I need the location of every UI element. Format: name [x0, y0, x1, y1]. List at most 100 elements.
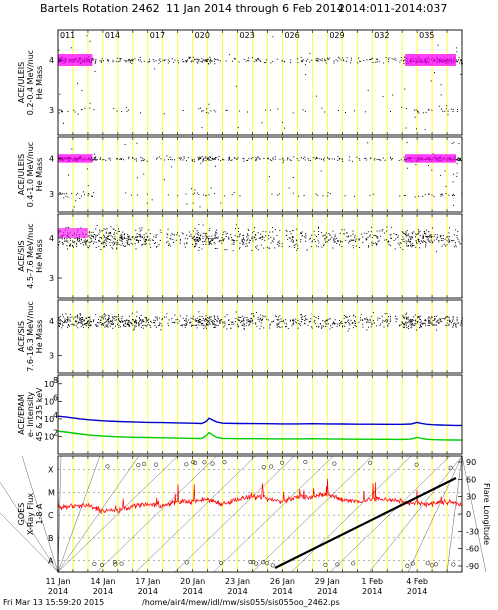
- scatter-point: [270, 323, 271, 325]
- scatter-point: [422, 237, 424, 239]
- scatter-point: [103, 318, 105, 320]
- scatter-point: [333, 237, 335, 239]
- scatter-point: [249, 322, 251, 324]
- scatter-point: [350, 57, 352, 59]
- scatter-point: [441, 317, 443, 319]
- scatter-point: [201, 323, 203, 325]
- scatter-point: [107, 326, 109, 328]
- scatter-point: [128, 157, 130, 159]
- scatter-point: [78, 317, 80, 319]
- scatter-point: [427, 321, 429, 323]
- scatter-point: [437, 319, 439, 321]
- scatter-point: [445, 185, 447, 187]
- scatter-point: [67, 248, 68, 250]
- scatter-point: [179, 157, 181, 159]
- scatter-point: [138, 240, 140, 241]
- scatter-point: [72, 240, 74, 242]
- scatter-point: [201, 156, 203, 157]
- scatter-point: [206, 320, 208, 322]
- scatter-point: [252, 240, 254, 242]
- scatter-point: [282, 158, 284, 160]
- scatter-point: [238, 236, 240, 238]
- scatter-point: [215, 231, 216, 233]
- scatter-point: [222, 322, 224, 324]
- scatter-point: [390, 111, 391, 112]
- scatter-point: [109, 157, 111, 159]
- scatter-point: [375, 235, 377, 237]
- scatter-point: [290, 320, 291, 322]
- scatter-point: [206, 61, 208, 63]
- scatter-point: [135, 325, 137, 327]
- scatter-point: [373, 322, 375, 324]
- scatter-point: [441, 108, 443, 110]
- scatter-point: [116, 158, 118, 160]
- density-band: [58, 228, 88, 238]
- scatter-point: [363, 232, 365, 234]
- scatter-point: [296, 243, 298, 245]
- scatter-point: [240, 316, 242, 318]
- scatter-point: [140, 229, 142, 231]
- scatter-point: [292, 240, 294, 242]
- scatter-point: [404, 323, 406, 325]
- scatter-point: [430, 239, 432, 241]
- scatter-point: [369, 59, 371, 60]
- scatter-point: [109, 242, 111, 243]
- scatter-point: [272, 158, 274, 160]
- scatter-point: [137, 236, 139, 238]
- scatter-point: [108, 158, 110, 160]
- scatter-point: [445, 316, 447, 318]
- scatter-point: [64, 318, 66, 320]
- scatter-point: [156, 316, 158, 318]
- scatter-point: [399, 195, 401, 197]
- scatter-point: [99, 231, 101, 233]
- scatter-point: [219, 322, 221, 324]
- scatter-point: [447, 236, 449, 238]
- scatter-point: [197, 158, 199, 160]
- scatter-point: [350, 62, 352, 64]
- scatter-point: [260, 325, 262, 327]
- scatter-point: [74, 241, 76, 243]
- scatter-point: [288, 187, 290, 189]
- scatter-point: [360, 319, 362, 321]
- scatter-point: [245, 245, 247, 247]
- scatter-point: [416, 242, 418, 244]
- scatter-point: [311, 241, 313, 243]
- doy-tick-label: 035: [419, 31, 434, 40]
- scatter-point: [105, 321, 107, 323]
- scatter-point: [371, 241, 373, 243]
- scatter-point: [314, 241, 316, 242]
- scatter-point: [212, 322, 213, 324]
- scatter-point: [127, 324, 129, 326]
- scatter-point: [76, 242, 77, 244]
- scatter-point: [206, 236, 208, 238]
- scatter-point: [149, 243, 151, 245]
- scatter-point: [226, 249, 228, 251]
- scatter-point: [168, 245, 170, 246]
- scatter-point: [431, 236, 433, 237]
- y-tick-label: 3: [49, 106, 54, 115]
- scatter-point: [451, 240, 453, 242]
- y-tick-label: 10: [44, 432, 54, 441]
- scatter-point: [424, 232, 426, 234]
- scatter-point: [128, 59, 130, 61]
- scatter-point: [208, 320, 209, 322]
- scatter-point: [208, 60, 210, 62]
- scatter-point: [192, 324, 194, 326]
- scatter-point: [393, 239, 395, 241]
- scatter-point: [354, 320, 356, 322]
- scatter-point: [210, 187, 212, 189]
- scatter-point: [237, 323, 238, 325]
- scatter-point: [113, 323, 115, 325]
- scatter-point: [105, 239, 107, 241]
- scatter-point: [141, 243, 143, 245]
- scatter-point: [156, 158, 158, 160]
- scatter-point: [61, 110, 63, 112]
- scatter-point: [278, 193, 280, 195]
- scatter-point: [336, 238, 338, 239]
- scatter-point: [89, 318, 91, 320]
- scatter-point: [349, 156, 350, 158]
- scatter-point: [371, 324, 373, 326]
- scatter-point: [107, 324, 109, 326]
- scatter-point: [432, 320, 434, 322]
- scatter-point: [260, 236, 262, 238]
